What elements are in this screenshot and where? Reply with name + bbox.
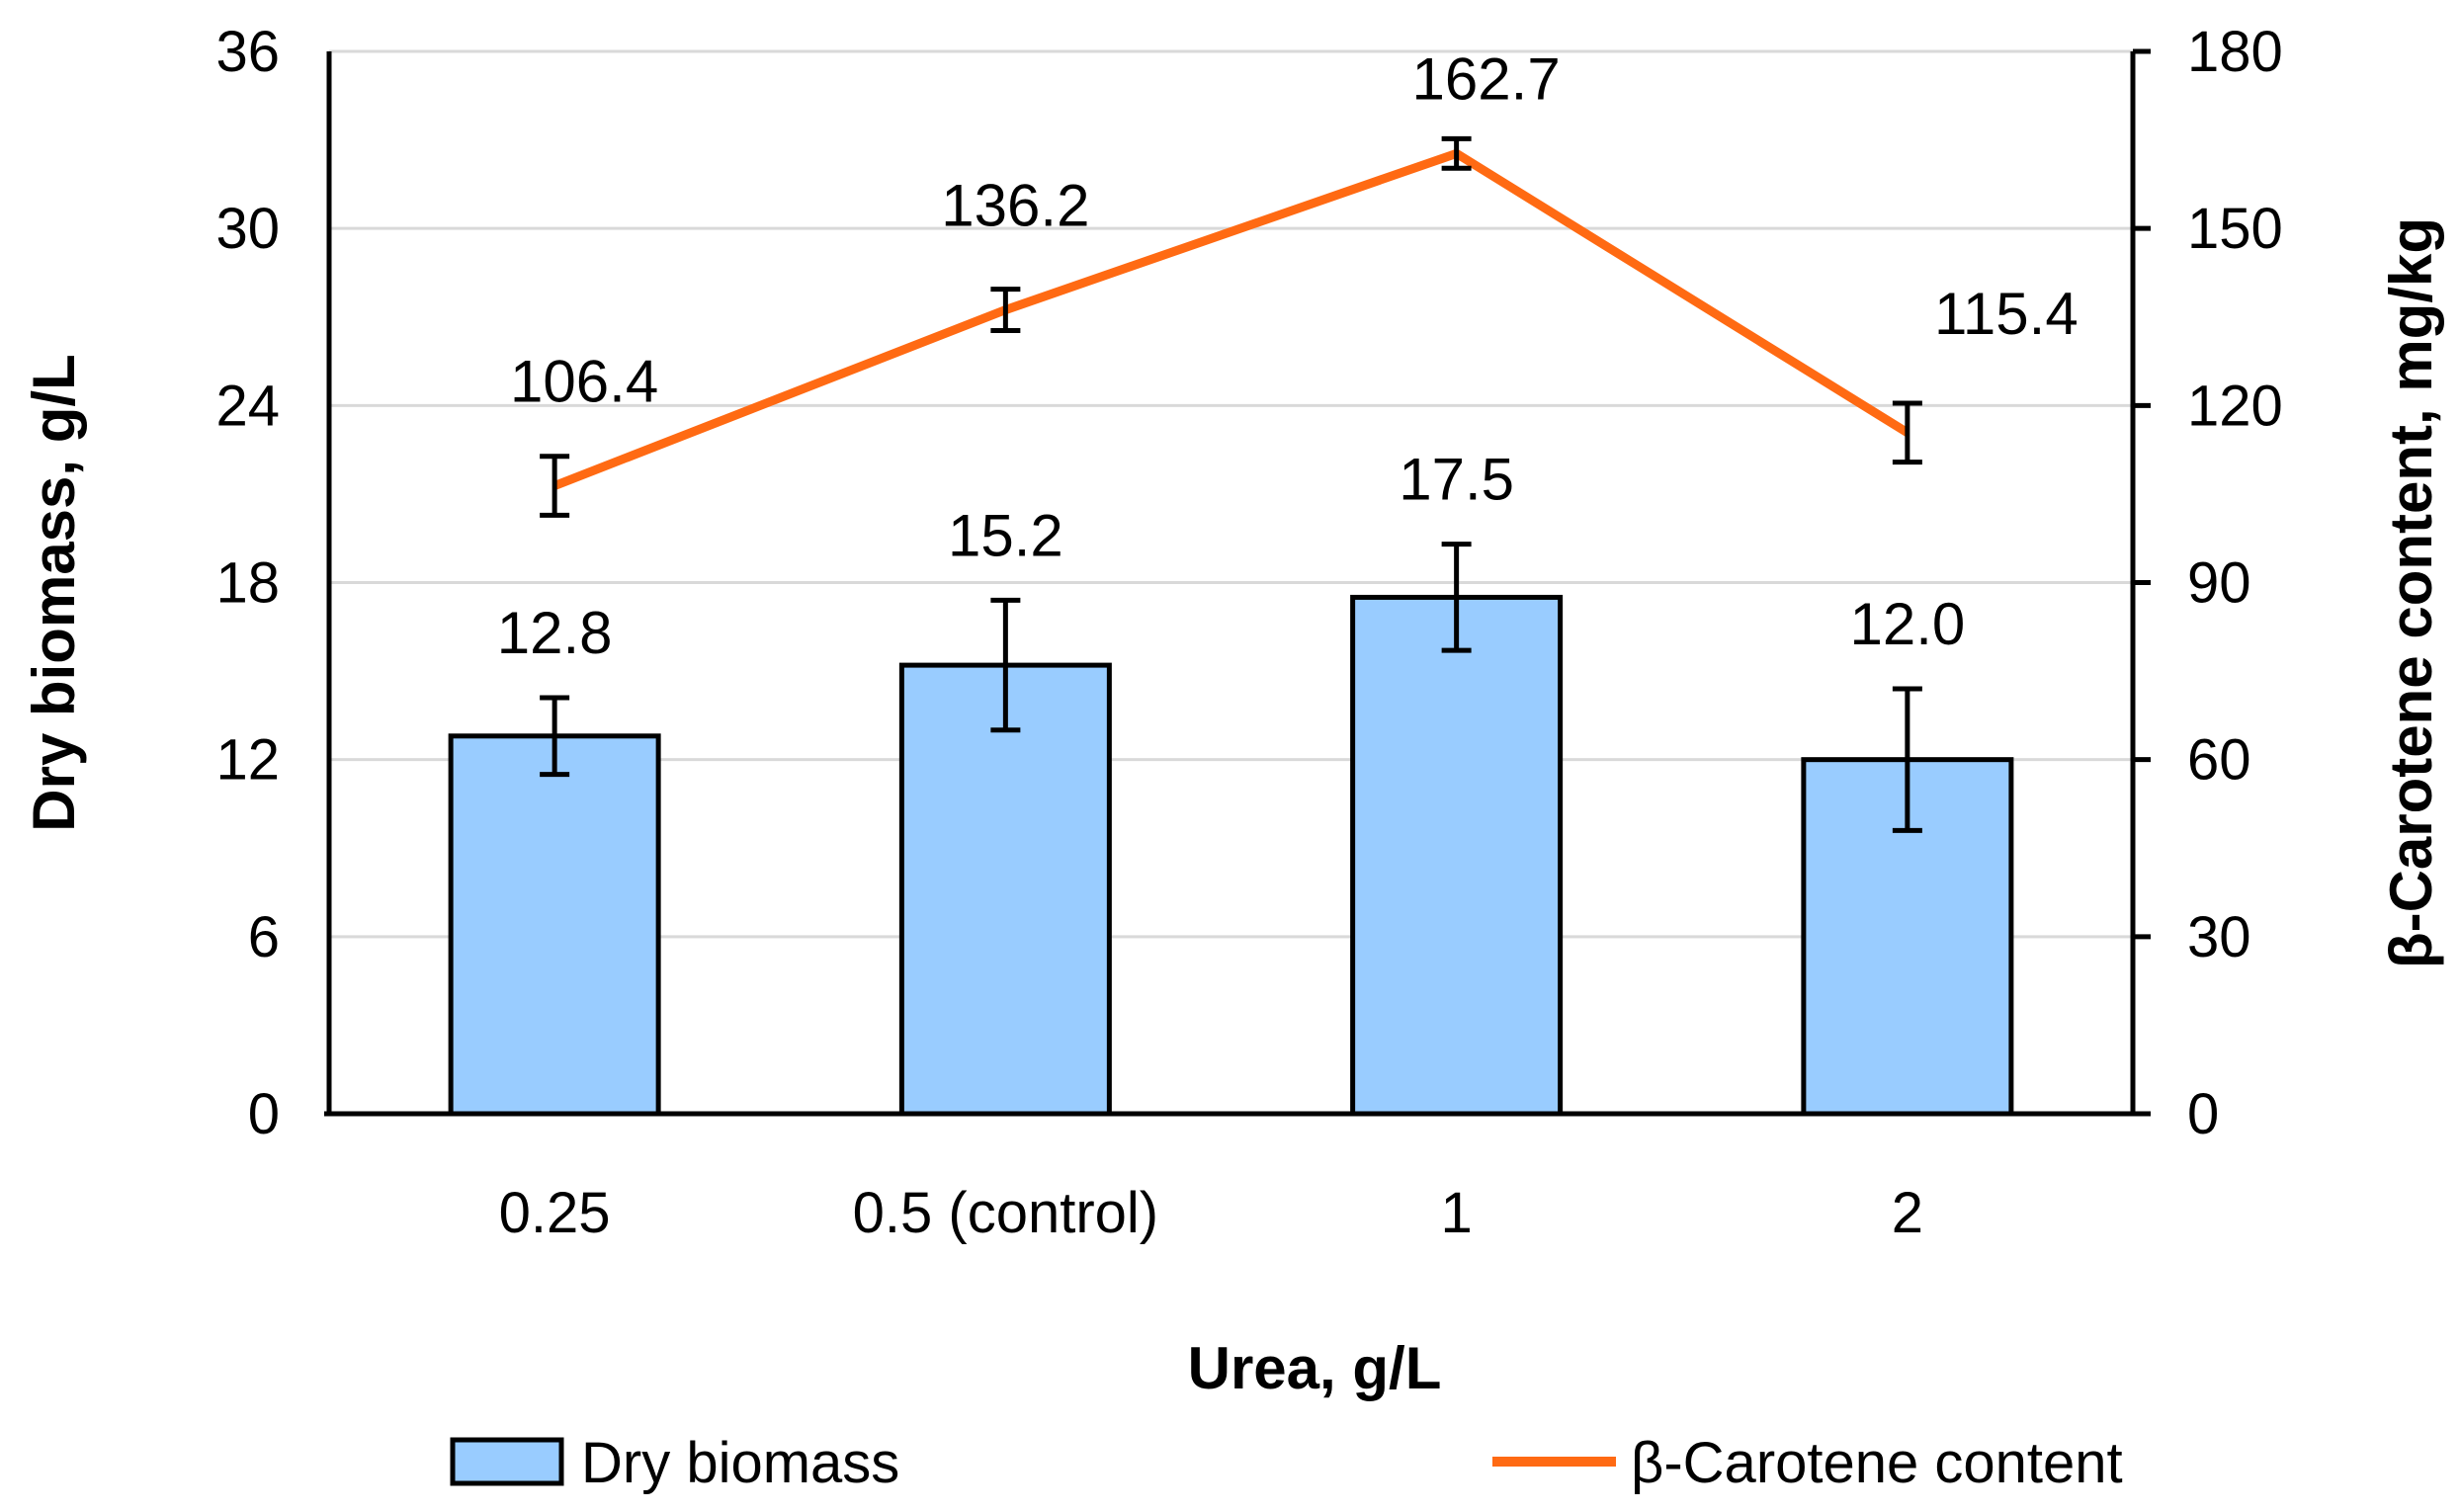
line-series-beta-carotene [540,135,1922,518]
bar-error-bars [540,542,1922,833]
y-axis-left-label: Dry biomass, g/L [21,354,87,831]
data-labels: 12.8 15.2 17.5 12.0 106.4 136.2 162.7 115.4 [497,45,2079,666]
y-right-tick-label-3: 90 [2187,551,2251,616]
y-right-tick-label-2: 60 [2187,728,2251,793]
y-left-tick-label-4: 24 [215,374,280,438]
legend-label-dry-biomass: Dry biomass [581,1431,899,1495]
x-axis-label: Urea, g/L [1188,1335,1442,1401]
legend-swatch-dry-biomass [450,1437,564,1486]
y-left-tick-label-3: 18 [215,551,280,616]
bar-0 [448,733,661,1117]
y-axis-right-label: β-Carotene content, mg/kg [2378,217,2444,968]
line-path-beta-carotene [552,148,1910,490]
bar-value-label-2: 17.5 [1399,447,1514,513]
line-value-label-3: 115.4 [1934,281,2079,347]
y-left-tick-label-1: 6 [248,905,280,969]
line-value-label-2: 162.7 [1412,45,1561,112]
y-left-tick-label-0: 0 [248,1082,280,1146]
bar-series-dry-biomass [448,594,2014,1117]
y-right-tick-label-4: 120 [2187,374,2283,438]
bar-value-label-1: 15.2 [948,502,1063,568]
y-right-tick-label-6: 180 [2187,20,2283,84]
x-axis-ticks: 0.25 0.5 (control) 1 2 [499,1181,1923,1245]
legend-label-beta-carotene: β-Carotene content [1631,1431,2123,1495]
y-right-tick-label-0: 0 [2187,1082,2219,1146]
y-right-tick-label-5: 150 [2187,197,2283,261]
bar-2 [1350,594,1564,1117]
legend: Dry biomass β-Carotene content [450,1431,2123,1495]
line-value-label-0: 106.4 [510,349,658,415]
x-tick-label-3: 2 [1892,1181,1923,1245]
x-tick-label-1: 0.5 (control) [853,1181,1158,1245]
bar-value-label-3: 12.0 [1849,591,1965,657]
bar-value-label-0: 12.8 [497,600,613,666]
line-value-label-1: 136.2 [941,173,1089,239]
x-tick-label-2: 1 [1440,1181,1472,1245]
y-right-tick-label-1: 30 [2187,905,2251,969]
right-axis-ticks: 0 30 60 90 120 150 180 [2133,20,2283,1146]
y-left-tick-label-5: 30 [215,197,280,261]
y-left-tick-label-2: 12 [215,728,280,793]
left-axis-ticks: 0 6 12 18 24 30 36 [215,20,280,1146]
x-tick-label-0: 0.25 [499,1181,611,1245]
y-left-tick-label-6: 36 [215,20,280,84]
